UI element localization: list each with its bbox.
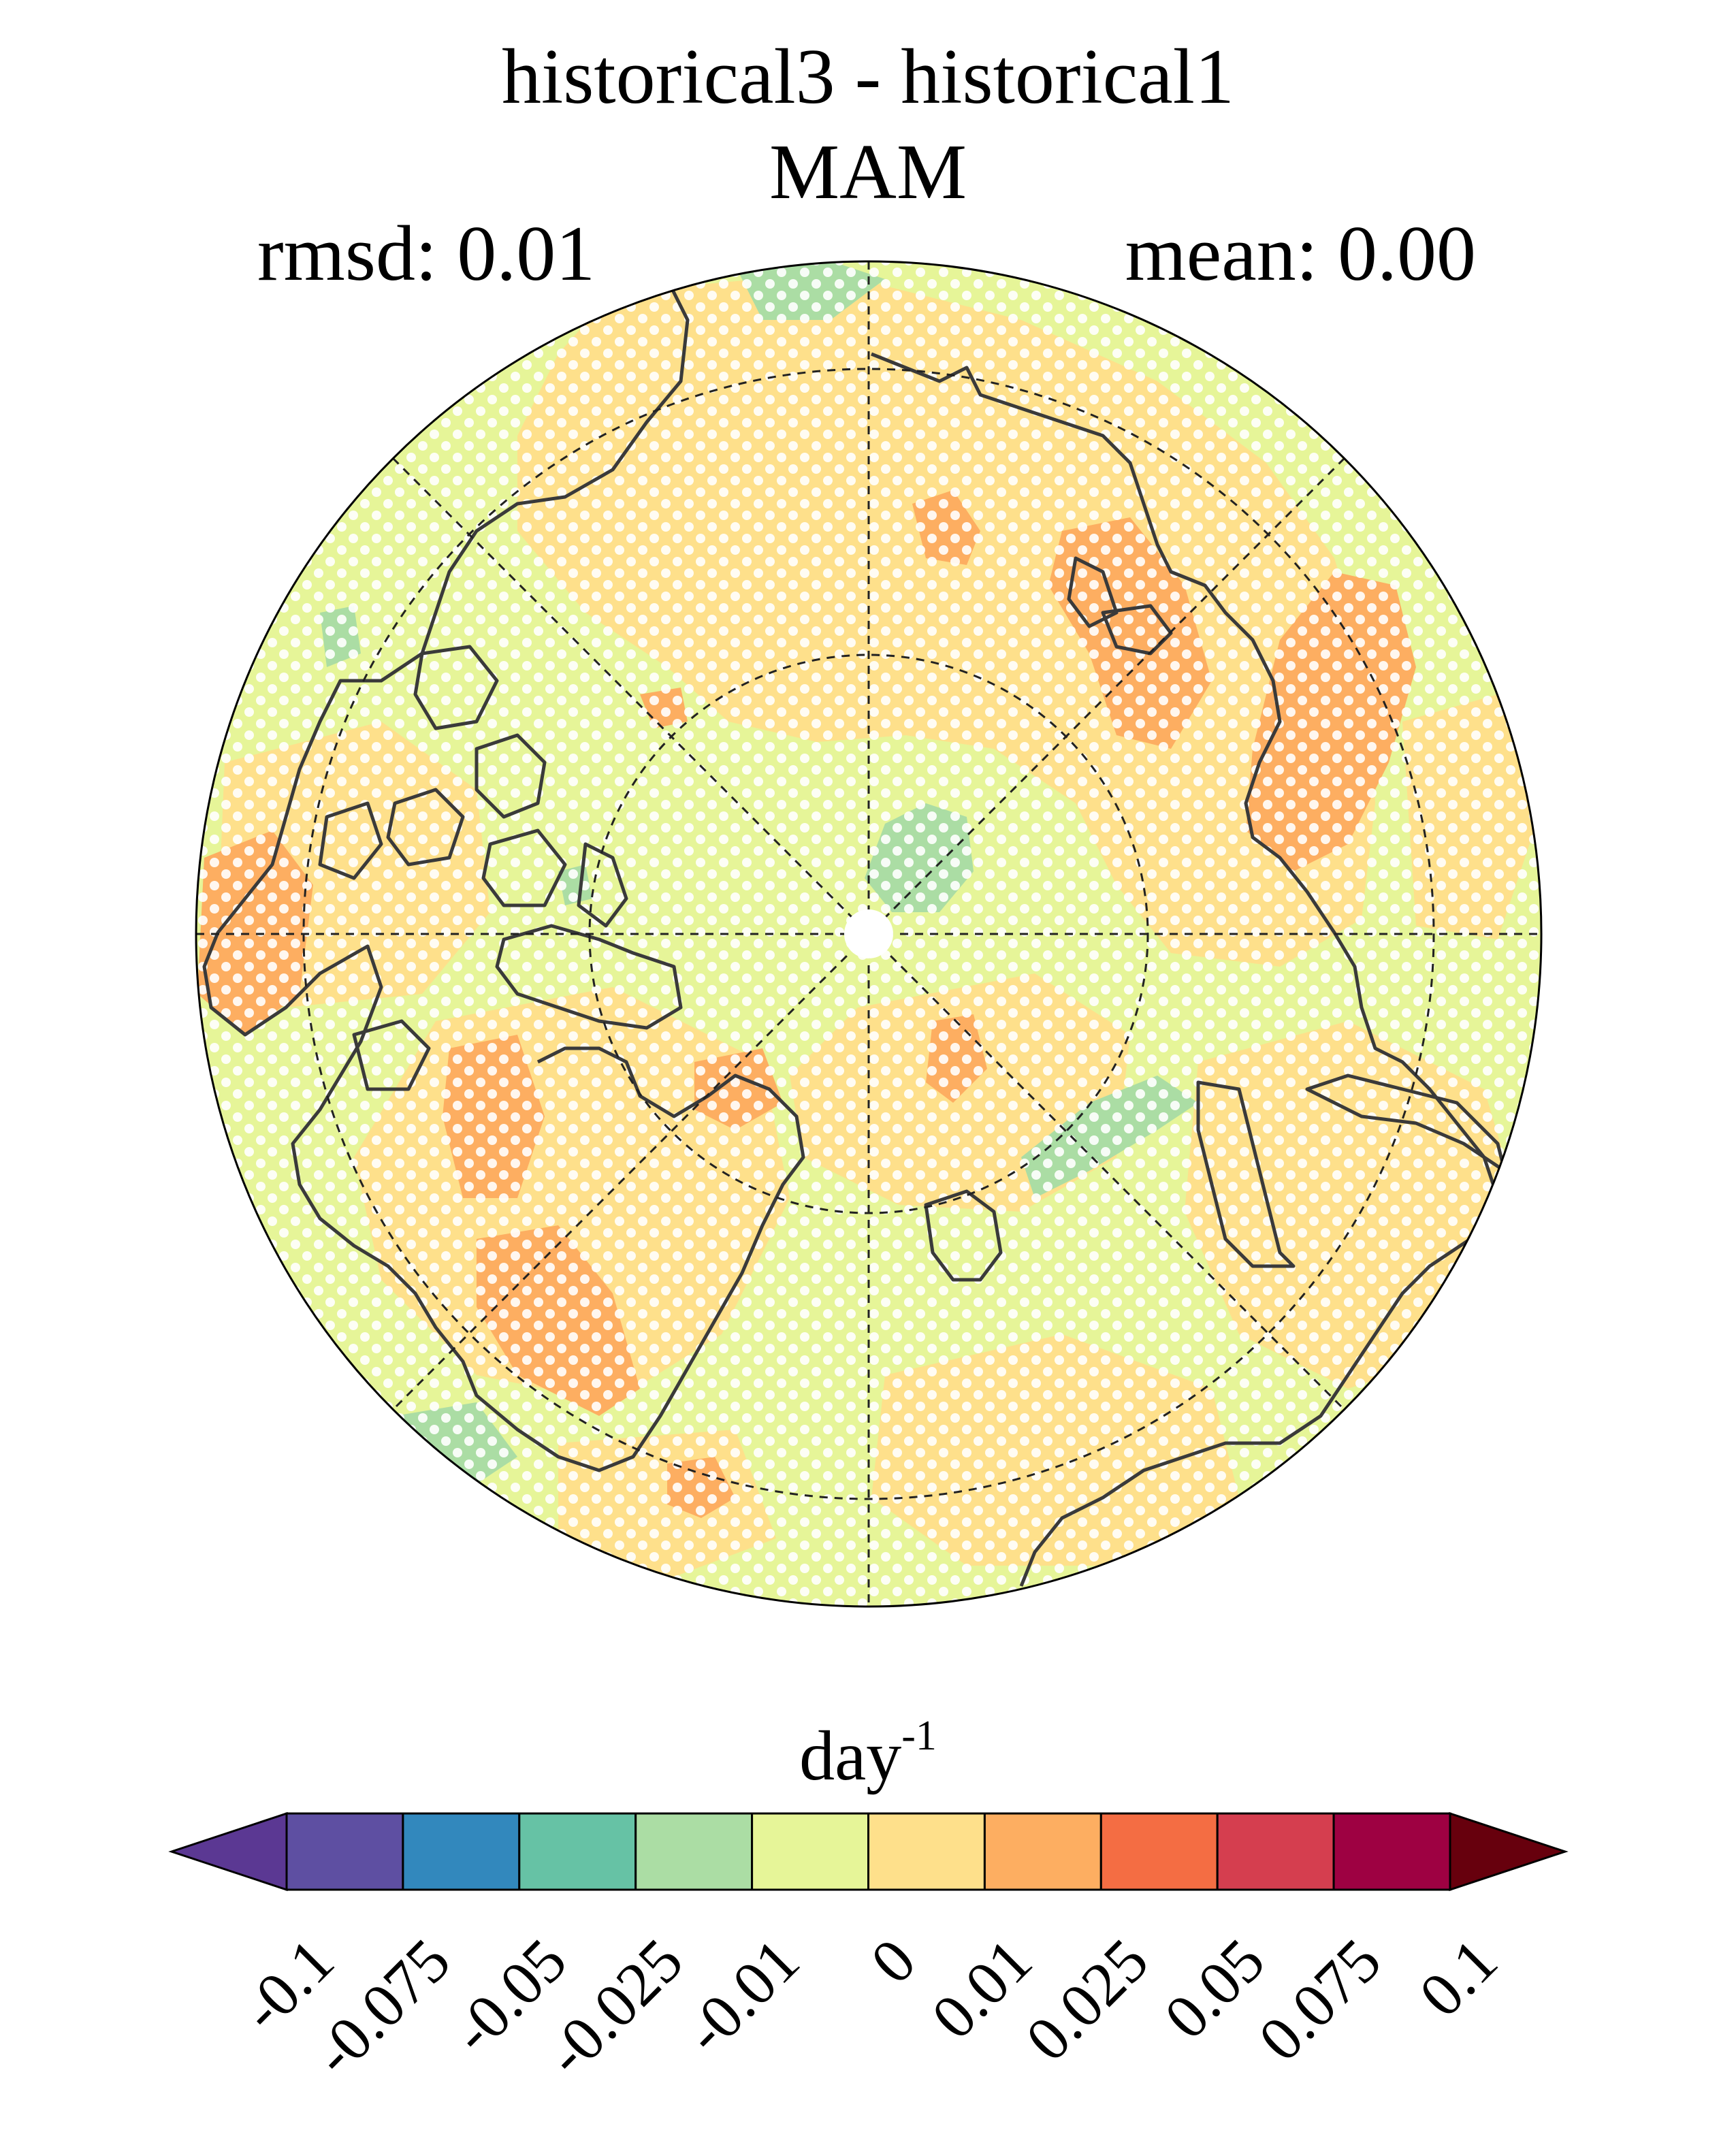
colorbar-box (867, 1812, 986, 1891)
colorbar-box (1099, 1812, 1219, 1891)
mean-label: mean: 0.00 (1125, 210, 1476, 297)
colorbar-units: day-1 (0, 1715, 1736, 1797)
colorbar-units-base: day (799, 1717, 902, 1795)
rmsd-label: rmsd: 0.01 (257, 210, 596, 297)
colorbar-box (751, 1812, 869, 1891)
colorbar-tick-label: -0.01 (671, 1925, 812, 2067)
colorbar-box (1332, 1812, 1451, 1891)
colorbar-box (285, 1812, 404, 1891)
colorbar-box (634, 1812, 754, 1891)
pole-marker (844, 909, 893, 958)
colorbar-box (1216, 1812, 1335, 1891)
colorbar-tick-label: -0.075 (300, 1925, 463, 2088)
colorbar-units-exponent: -1 (901, 1713, 937, 1759)
colorbar-box (518, 1812, 637, 1891)
graticule (196, 261, 1541, 1607)
map-title: historical3 - historical1 (502, 33, 1234, 120)
colorbar-tick-label: -0.025 (532, 1925, 696, 2088)
season-label: MAM (769, 129, 967, 216)
coastlines (202, 278, 1507, 1587)
colorbar-tick-label: 0 (857, 1925, 929, 1997)
colorbar-extend-low (168, 1811, 288, 1892)
colorbar-tick-label: 0.025 (1012, 1925, 1161, 2073)
colorbar-tick-label: 0.1 (1406, 1925, 1510, 2029)
map-border (195, 260, 1543, 1608)
colorbar-box (402, 1812, 521, 1891)
colorbar-tick-label: 0.075 (1245, 1925, 1394, 2073)
colorbar-box (983, 1812, 1102, 1891)
colorbar-extend-high (1449, 1811, 1569, 1892)
